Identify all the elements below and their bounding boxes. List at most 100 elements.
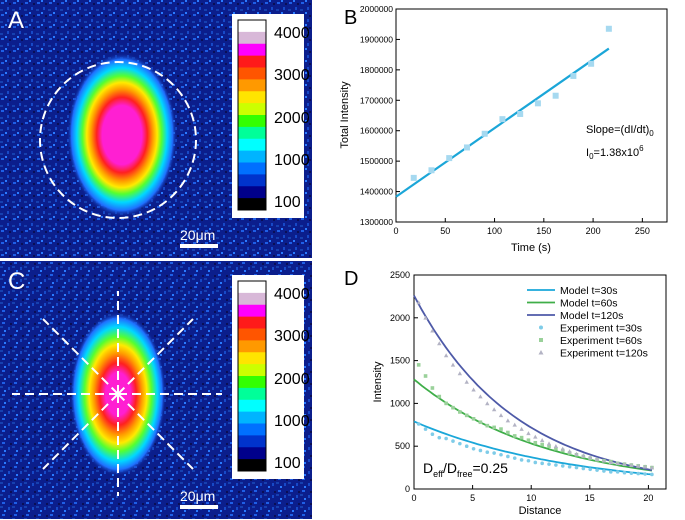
colorbar-segment xyxy=(238,43,266,57)
experiment-point xyxy=(485,450,490,454)
colorbar-segment xyxy=(238,150,266,163)
experiment-point xyxy=(602,469,606,473)
x-tick-label: 200 xyxy=(586,226,601,236)
scale-bar-label: 20μm xyxy=(180,227,215,243)
experiment-point xyxy=(464,444,469,448)
experiment-point xyxy=(526,438,531,443)
experiment-point xyxy=(581,466,586,471)
experiment-point xyxy=(512,422,517,427)
model-curve xyxy=(413,420,652,476)
data-point xyxy=(481,130,488,137)
y-axis: 0 500 1000 1500 2000 2500 xyxy=(390,270,418,494)
colorbar-segment xyxy=(238,399,266,413)
colorbar-segment xyxy=(238,67,266,80)
diffusion-ratio-annotation: Deff/Dfree=0.25 xyxy=(423,460,508,479)
panel-a-label: A xyxy=(8,7,24,34)
experiment-point xyxy=(416,363,421,367)
data-point xyxy=(605,25,612,32)
experiment-point xyxy=(560,446,565,451)
i0-annotation: I0=1.38x106 xyxy=(586,144,644,161)
colorbar-segment xyxy=(238,435,266,448)
experiment-point xyxy=(546,441,552,446)
colorbar-segment xyxy=(238,352,266,365)
panel-d-chart: D 0 500 1000 1500 2000 2500 0 5 10 15 20 Intensit… xyxy=(344,268,667,517)
radial-line xyxy=(117,318,194,395)
experiment-point xyxy=(615,470,620,474)
x-tick-label: 10 xyxy=(526,493,536,503)
colorbar-segment xyxy=(238,316,266,329)
experiment-point xyxy=(458,410,462,414)
roi-circle xyxy=(39,61,197,219)
y-axis: 1300000 1400000 1500000 1600000 1700000 18000… xyxy=(360,4,400,227)
x-axis: 0 5 10 15 20 xyxy=(411,485,653,503)
scale-bar-label: 20μm xyxy=(180,488,215,504)
experiment-point xyxy=(437,341,442,346)
colorbar-segment xyxy=(238,376,266,389)
experiment-point xyxy=(506,430,510,435)
x-tick-label: 15 xyxy=(585,493,595,503)
experiment-point xyxy=(444,401,448,406)
colorbar-segment xyxy=(238,459,266,472)
plot-frame xyxy=(395,8,668,223)
experiment-point xyxy=(587,455,593,460)
experiment-point xyxy=(450,362,456,367)
plot-area xyxy=(413,274,667,490)
experiment-point xyxy=(554,446,558,451)
colorbar-segment xyxy=(238,340,266,353)
experiment-point xyxy=(567,464,572,469)
experiment-point xyxy=(629,462,634,467)
colorbar-segment xyxy=(238,387,266,401)
data-point xyxy=(588,60,595,67)
colorbar-tick-3000: 3000 xyxy=(274,328,310,345)
colorbar-segment xyxy=(238,31,266,45)
panel-c-label: C xyxy=(8,268,25,295)
colorbar-outline xyxy=(237,19,267,211)
radial-line xyxy=(117,393,194,470)
experiment-point xyxy=(519,435,524,440)
y-axis-label: Total Intensity xyxy=(339,81,351,149)
colorbar-c: 4000 3000 2000 1000 100 xyxy=(232,275,310,479)
experiment-point xyxy=(506,454,510,459)
experiment-point xyxy=(416,300,421,305)
colorbar-segment xyxy=(238,447,266,460)
panel-b-chart: B 1300000 1400000 1500000 1600000 1700000 180… xyxy=(339,4,668,254)
data-point xyxy=(517,110,524,117)
colorbar-segment xyxy=(238,91,266,104)
x-tick-label: 250 xyxy=(635,226,650,236)
experiment-point xyxy=(457,371,463,376)
legend-label: Model t=120s xyxy=(560,310,623,322)
x-axis: 0 50 100 150 200 250 xyxy=(393,218,650,236)
colorbar-tick-1000: 1000 xyxy=(274,413,310,430)
experiment-point xyxy=(533,434,538,439)
experiment-point xyxy=(451,405,455,410)
colorbar-segment xyxy=(238,304,266,318)
colorbar-tick-1000: 1000 xyxy=(274,152,310,169)
colorbar-tick-2000: 2000 xyxy=(274,110,310,127)
x-tick-label: 100 xyxy=(487,226,502,236)
colorbar-segment xyxy=(238,126,266,140)
colorbar-segment xyxy=(238,411,266,424)
experiment-point xyxy=(615,461,620,466)
slope-annotation: Slope=(dI/dt)0 xyxy=(586,124,654,138)
colorbar-tick-100: 100 xyxy=(274,194,301,211)
experiment-point xyxy=(540,461,544,466)
x-tick-label: 0 xyxy=(393,226,398,236)
experiment-point xyxy=(471,387,476,392)
colorbar-segment xyxy=(238,138,266,152)
experiment-point xyxy=(492,425,496,430)
experiment-point xyxy=(437,394,442,399)
y-tick-label: 2000000 xyxy=(360,4,393,14)
experiment-point xyxy=(519,426,524,431)
x-axis-label: Distance xyxy=(519,505,562,517)
y-tick-label: 1400000 xyxy=(360,187,393,197)
colorbar-segment xyxy=(238,281,266,294)
experiment-point xyxy=(430,432,435,437)
data-point xyxy=(446,155,453,162)
experiment-point xyxy=(499,427,503,431)
experiment-point xyxy=(601,458,607,463)
colorbar-gradient xyxy=(238,20,266,211)
experiment-point xyxy=(526,431,531,436)
experiment-point xyxy=(478,420,483,425)
experiment-point xyxy=(526,458,531,463)
experiment-point xyxy=(485,423,490,428)
